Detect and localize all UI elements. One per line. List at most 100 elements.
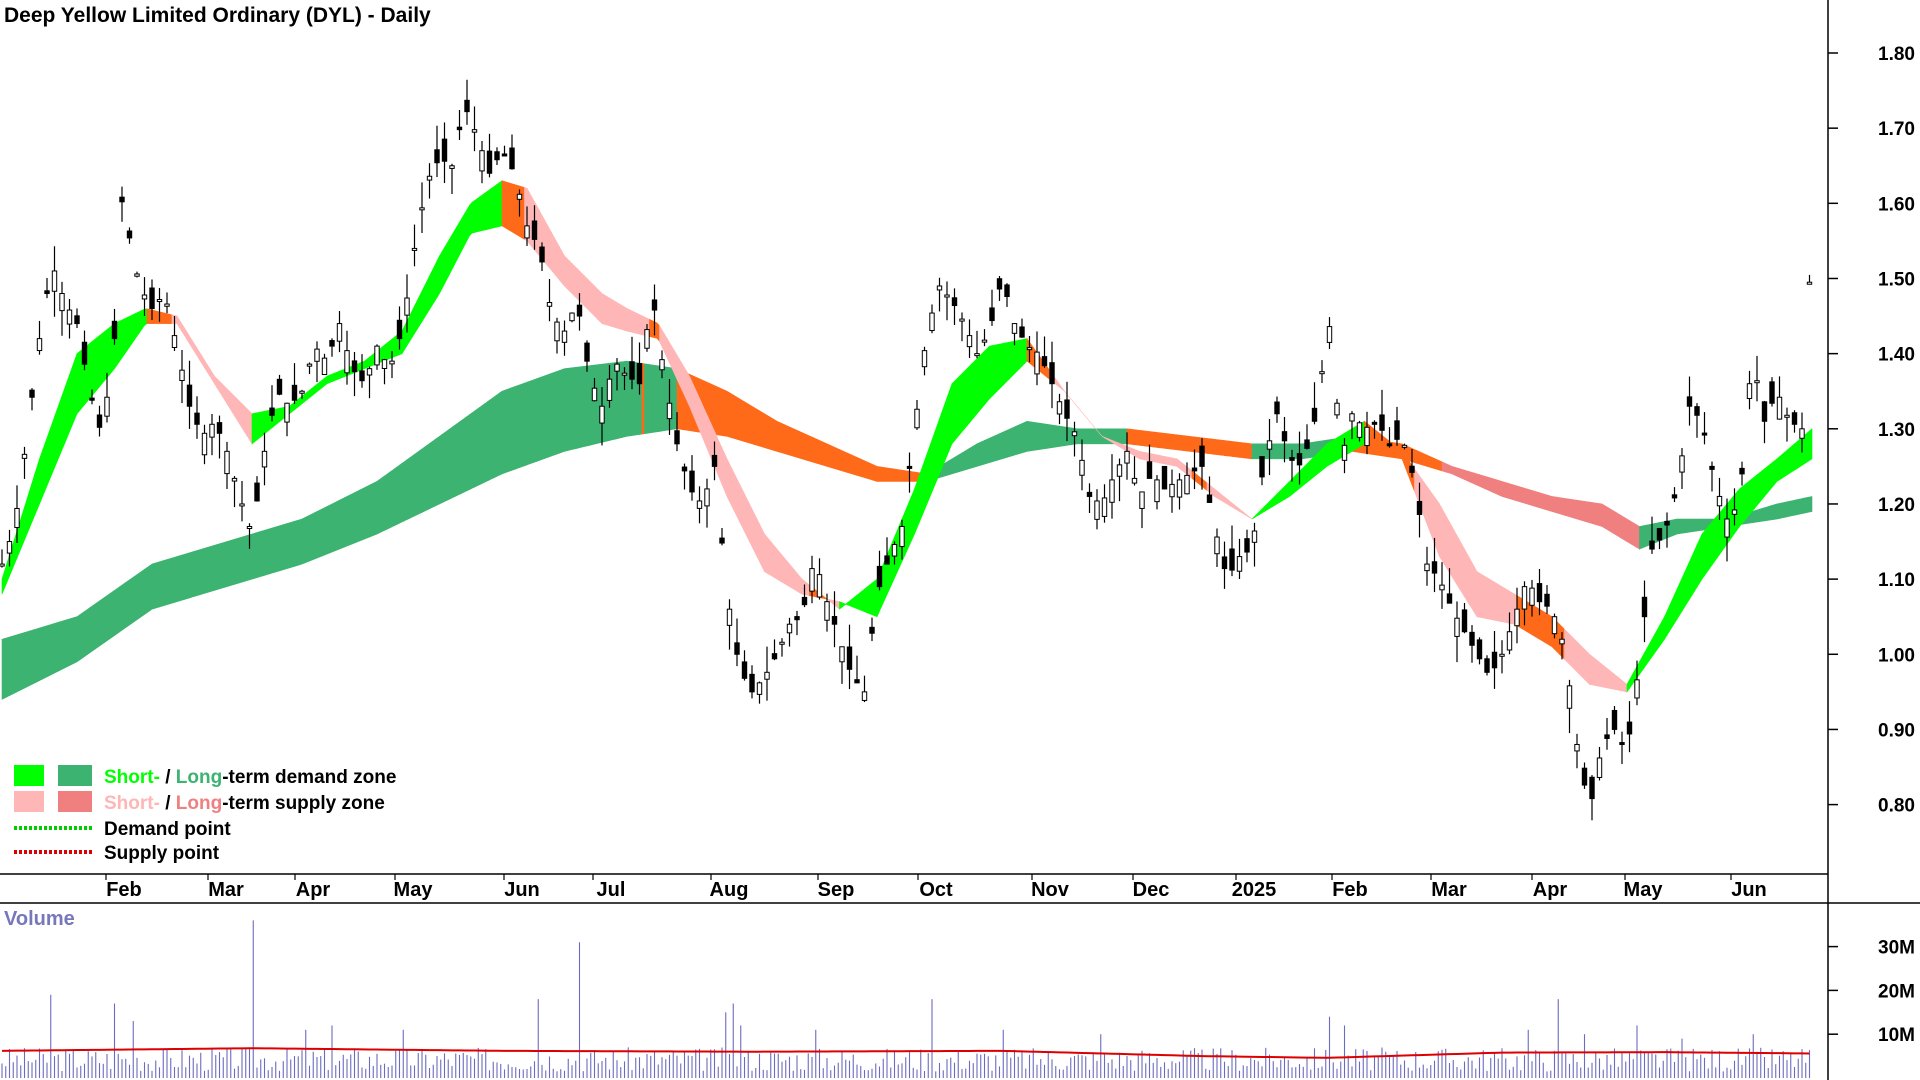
zone-segment — [1144, 430, 1148, 447]
zone-segment — [1594, 502, 1598, 526]
zone-segment — [206, 546, 210, 594]
zone-segment — [1474, 472, 1478, 486]
zone-segment — [1589, 501, 1593, 524]
zone-segment — [911, 488, 915, 540]
candle-body — [689, 470, 695, 493]
zone-segment — [569, 260, 573, 295]
zone-segment — [1039, 355, 1043, 374]
zone-segment — [851, 454, 855, 476]
zone-segment — [31, 474, 35, 523]
candle-body — [1641, 596, 1648, 618]
zone-segment — [546, 373, 550, 459]
zone-segment — [369, 483, 373, 538]
zone-segment — [1519, 486, 1523, 503]
zone-segment — [274, 526, 278, 573]
zone-segment — [411, 453, 415, 518]
candle-body — [1619, 742, 1625, 746]
candle-body — [921, 350, 928, 368]
zone-segment — [1279, 443, 1283, 460]
zone-segment — [261, 529, 265, 577]
zone-segment — [464, 415, 468, 493]
zone-segment — [1556, 496, 1560, 515]
candle-body — [674, 430, 680, 445]
zone-segment — [779, 421, 783, 454]
candle-body — [1364, 426, 1370, 447]
zone-segment — [1204, 437, 1208, 454]
zone-segment — [946, 390, 950, 456]
zone-segment — [354, 490, 358, 544]
zone-segment — [1061, 426, 1065, 447]
zone-segment — [321, 507, 325, 557]
zone-segment — [121, 318, 125, 359]
candle-body — [419, 207, 425, 211]
candle-body — [1424, 563, 1430, 572]
zone-segment — [1636, 524, 1640, 550]
zone-segment — [496, 181, 500, 228]
zone-segment — [684, 366, 688, 401]
zone-segment — [841, 450, 845, 473]
zone-segment — [1511, 484, 1515, 501]
zone-segment — [1181, 435, 1185, 452]
zone-segment — [541, 375, 545, 460]
zone-segment — [66, 618, 70, 668]
zone-segment — [14, 634, 18, 694]
zone-segment — [1244, 512, 1248, 517]
volume-tick-label: 10M — [1878, 1025, 1915, 1046]
zone-segment — [971, 360, 975, 421]
zone-segment — [1369, 424, 1373, 448]
zone-segment — [701, 403, 705, 443]
zone-segment — [279, 524, 283, 572]
zone-segment — [1784, 449, 1788, 478]
zone-segment — [871, 463, 875, 482]
zone-segment — [1006, 428, 1010, 458]
zone-segment — [426, 275, 430, 315]
zone-segment — [859, 590, 863, 612]
zone-segment — [296, 519, 300, 566]
x-tick-label: Feb — [106, 879, 142, 901]
zone-segment — [176, 315, 180, 329]
zone-segment — [819, 439, 823, 466]
zone-segment — [1481, 574, 1485, 619]
zone-segment — [589, 280, 593, 315]
zone-segment — [1211, 438, 1215, 455]
candle-body — [914, 408, 920, 429]
zone-segment — [846, 452, 850, 474]
zone-segment — [174, 556, 178, 603]
zone-segment — [909, 494, 913, 546]
zone-segment — [1244, 442, 1248, 459]
zone-segment — [199, 351, 203, 365]
zone-segment — [1576, 499, 1580, 521]
zone-segment — [1546, 613, 1550, 646]
candle-body — [1274, 401, 1280, 415]
chart-title: Deep Yellow Limited Ordinary (DYL) - Dai… — [4, 4, 431, 27]
zone-segment — [1544, 611, 1548, 645]
zone-segment — [1426, 485, 1430, 531]
zone-segment — [974, 357, 978, 418]
zone-segment — [1699, 533, 1703, 585]
zone-segment — [369, 354, 373, 368]
zone-segment — [424, 444, 428, 512]
zone-segment — [464, 208, 468, 246]
zone-segment — [191, 550, 195, 598]
zone-segment — [904, 470, 908, 482]
zone-segment — [446, 428, 450, 501]
zone-segment — [1421, 452, 1425, 467]
zone-segment — [566, 367, 570, 452]
zone-segment — [829, 599, 833, 604]
zone-segment — [1226, 440, 1230, 457]
candle-body — [1281, 431, 1288, 442]
zone-segment — [1631, 521, 1635, 547]
zone-segment — [1236, 506, 1240, 513]
legend-label: Short- / Long-term supply zone — [104, 793, 385, 814]
zone-segment — [1076, 406, 1080, 410]
zone-segment — [54, 622, 58, 674]
zone-segment — [266, 409, 270, 433]
zone-segment — [311, 385, 315, 397]
zone-segment — [1116, 441, 1120, 448]
candle-body — [1656, 528, 1663, 541]
zone-segment — [19, 632, 23, 692]
zone-segment — [1486, 577, 1490, 620]
zone-segment — [651, 364, 655, 433]
candle-body — [119, 196, 125, 203]
